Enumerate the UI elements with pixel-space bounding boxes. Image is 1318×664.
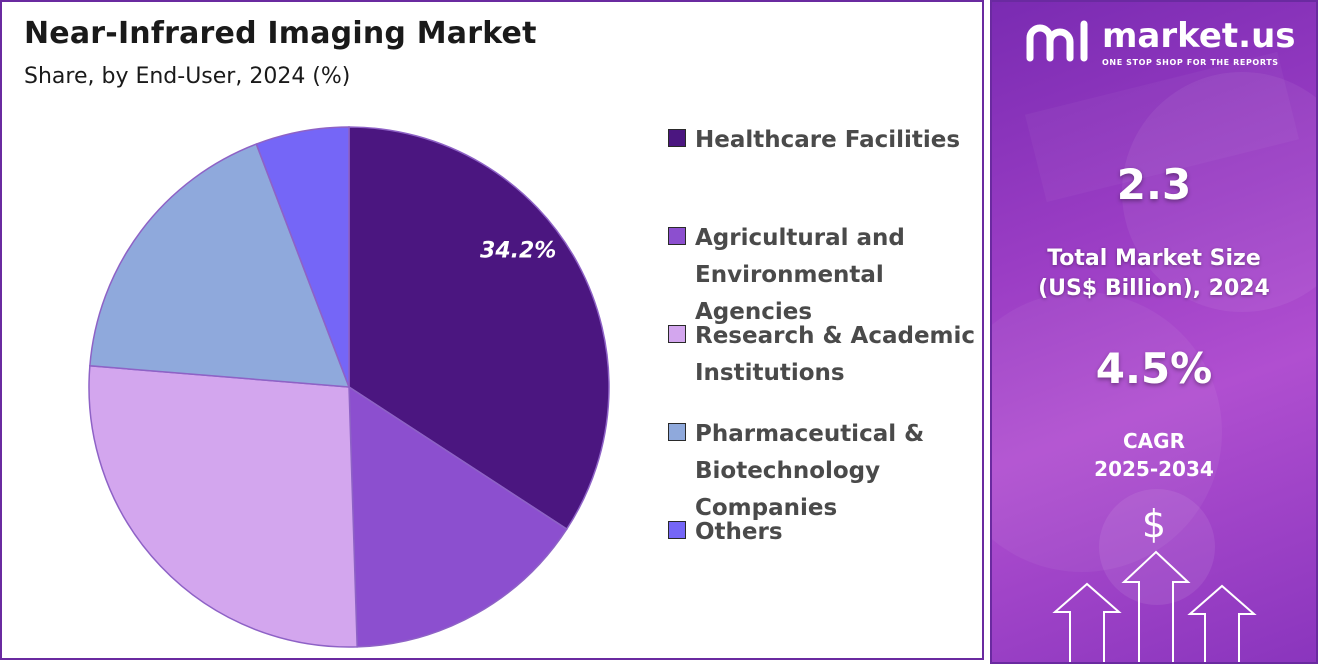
cagr-period: 2025-2034: [1094, 457, 1214, 481]
pie-slice-research-academic-institutions: [88, 364, 358, 648]
pie-slice-agricultural-and-environmental-agencies: [348, 385, 568, 648]
legend-swatch: [668, 227, 686, 245]
pie-chart: 34.2%: [88, 126, 610, 648]
dollar-icon: $: [1141, 502, 1167, 546]
brand-tagline: ONE STOP SHOP FOR THE REPORTS: [1102, 58, 1279, 67]
legend-swatch: [668, 129, 686, 147]
brand-name: market.us: [1102, 16, 1296, 56]
pie-data-label: 34.2%: [480, 238, 556, 263]
legend-label: Healthcare Facilities: [695, 127, 961, 153]
market-us-logo-icon: [1026, 20, 1088, 62]
chart-panel: Near-Infrared Imaging Market Share, by E…: [0, 0, 984, 660]
legend-label: Research & Academic Institutions: [695, 323, 976, 386]
legend-swatch: [668, 521, 686, 539]
pie-slice-others: [255, 126, 350, 388]
market-size-label-line1: Total Market Size: [1047, 246, 1261, 271]
pie-slice-pharmaceutical-biotechnology-companies: [89, 143, 351, 388]
chart-subtitle: Share, by End-User, 2024 (%): [24, 64, 351, 89]
legend-label: Agricultural and Environmental Agencies: [695, 225, 905, 325]
cagr-value: 4.5%: [1095, 344, 1213, 393]
legend-swatch: [668, 325, 686, 343]
legend-label: Pharmaceutical & Biotechnology Companies: [695, 421, 925, 521]
chart-title: Near-Infrared Imaging Market: [24, 16, 537, 51]
background-decoration: [992, 51, 1316, 605]
legend-label: Others: [695, 519, 783, 545]
growth-arrows-icon: [1052, 550, 1257, 662]
market-size-value: 2.3: [1116, 160, 1192, 209]
legend-swatch: [668, 423, 686, 441]
cagr-label: CAGR: [1123, 429, 1185, 453]
summary-sidebar: market.us ONE STOP SHOP FOR THE REPORTS …: [990, 0, 1318, 664]
market-size-label-line2: (US$ Billion), 2024: [1038, 276, 1270, 301]
